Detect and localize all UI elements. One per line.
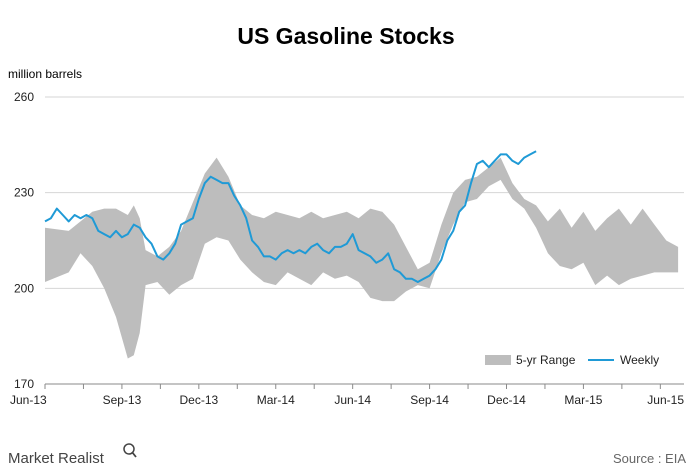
brand-name: Market Realist	[8, 450, 105, 467]
x-tick-label: Sep-14	[410, 393, 449, 407]
chart-title: US Gasoline Stocks	[237, 23, 454, 49]
y-tick-label: 170	[14, 377, 34, 391]
legend-label-range: 5-yr Range	[516, 353, 576, 367]
series-weekly-line	[44, 150, 537, 283]
legend-swatch-range	[485, 355, 511, 365]
y-tick-label: 200	[14, 281, 34, 295]
source-note: Source : EIA	[613, 451, 686, 466]
x-tick-label: Jun-13	[10, 393, 47, 407]
x-tick-label: Mar-14	[257, 393, 295, 407]
y-tick-label: 230	[14, 186, 34, 200]
y-tick-label: 260	[14, 90, 34, 104]
magnifier-icon	[123, 443, 135, 455]
x-tick-label: Sep-13	[103, 393, 142, 407]
y-axis-unit-label: million barrels	[8, 67, 82, 81]
x-tick-label: Jun-14	[334, 393, 371, 407]
x-tick-label: Mar-15	[564, 393, 602, 407]
x-tick-label: Dec-13	[179, 393, 218, 407]
series-range-area	[45, 157, 679, 359]
brand-logo: Market Realist	[8, 443, 137, 467]
x-tick-label: Jun-15	[647, 393, 684, 407]
weekly-line	[44, 150, 537, 283]
x-tick-labels: Jun-13 Sep-13 Dec-13 Mar-14 Jun-14 Sep-14 Dec-…	[10, 393, 684, 407]
legend-label-weekly: Weekly	[620, 353, 659, 367]
range-band	[45, 157, 679, 359]
y-axis: 170 200 230 260	[14, 90, 34, 391]
x-tick-label: Dec-14	[487, 393, 526, 407]
x-axis	[44, 383, 684, 389]
legend: 5-yr Range Weekly	[485, 353, 659, 367]
